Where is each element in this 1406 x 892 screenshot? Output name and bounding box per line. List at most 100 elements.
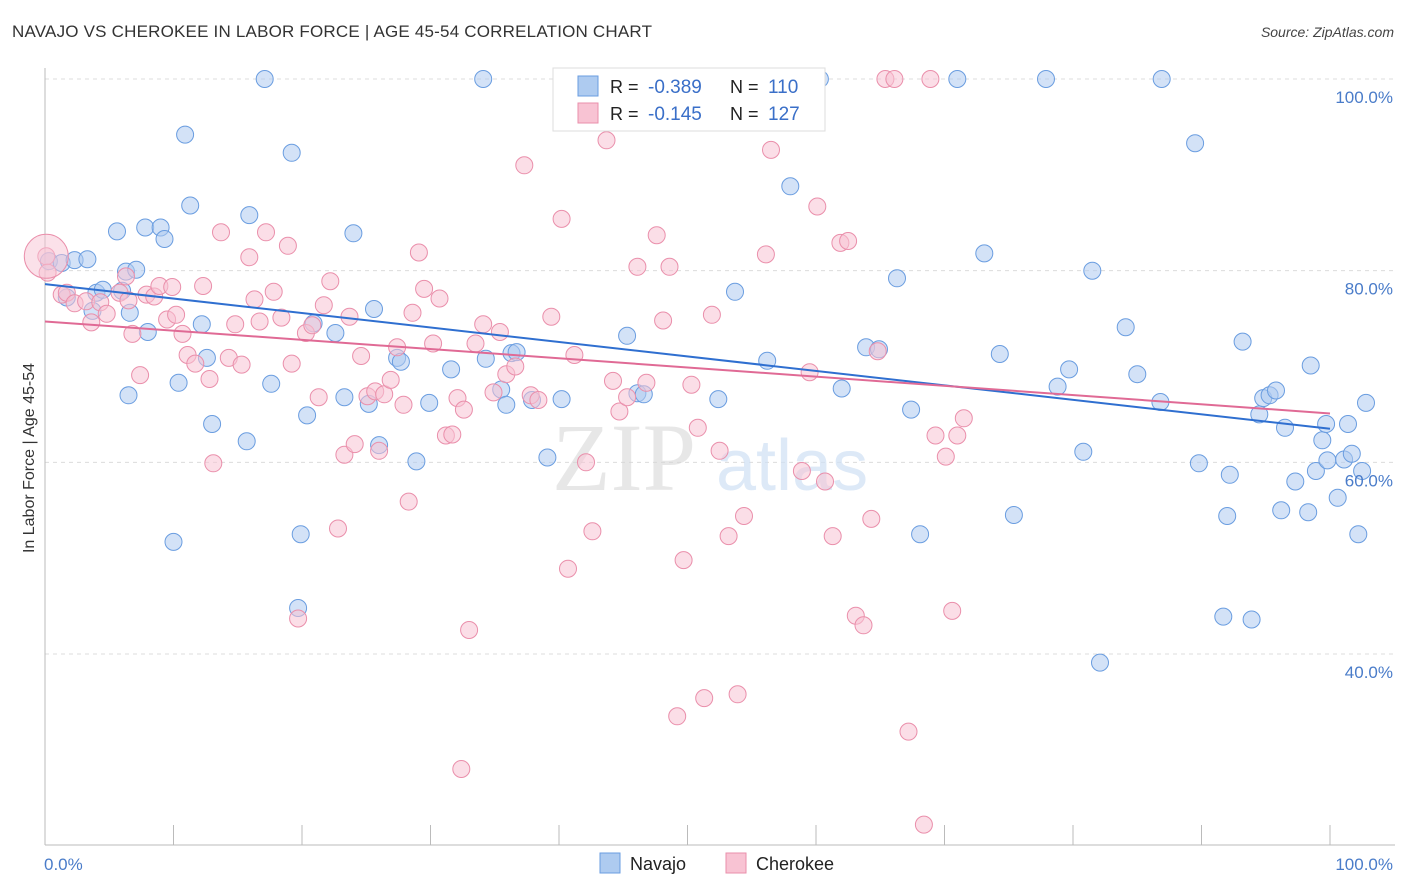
- navajo-point: [192, 315, 211, 334]
- navajo-point: [237, 432, 256, 451]
- navajo-point: [1267, 381, 1285, 400]
- navajo-point: [1353, 462, 1372, 480]
- cherokee-point: [529, 391, 548, 409]
- navajo-point: [282, 143, 301, 162]
- cherokee-point: [936, 447, 955, 466]
- cherokee-point: [212, 223, 230, 242]
- navajo-point: [1299, 503, 1318, 522]
- navajo-point: [1083, 261, 1102, 280]
- cherokee-point: [552, 209, 571, 228]
- navajo-point: [1037, 70, 1055, 88]
- cherokee-point: [272, 308, 291, 327]
- cherokee-point: [278, 236, 297, 255]
- cherokee-point: [637, 373, 656, 392]
- cherokee-point: [808, 197, 827, 216]
- navajo-point: [1342, 444, 1361, 463]
- navajo-point: [781, 177, 800, 196]
- cherokee-point: [194, 277, 213, 295]
- cherokee-point: [943, 601, 962, 620]
- navajo-point: [1074, 442, 1093, 461]
- cherokee-point: [762, 140, 780, 159]
- cherokee-point: [618, 388, 637, 407]
- cherokee-point: [245, 290, 264, 309]
- navajo-point: [442, 360, 461, 379]
- legend: R = -0.389 N = 110 R = -0.145 N = 127: [552, 67, 826, 132]
- navajo-point: [365, 300, 383, 318]
- cherokee-point: [735, 507, 753, 525]
- navajo-trend-line: [44, 283, 1331, 430]
- y-axis-title: In Labor Force | Age 45-54: [21, 363, 38, 553]
- cherokee-point: [688, 418, 707, 437]
- watermark-zip: ZIP: [552, 404, 696, 511]
- cherokee-point: [885, 70, 904, 88]
- navajo-point: [203, 415, 222, 433]
- navajo-point: [1060, 360, 1079, 379]
- navajo-point: [1357, 393, 1375, 412]
- cherokee-point: [200, 370, 219, 388]
- cherokee-point: [167, 305, 186, 324]
- cherokee-point: [409, 243, 428, 262]
- navajo-point: [326, 324, 345, 342]
- cherokee-point: [123, 324, 142, 343]
- navajo-point: [181, 196, 200, 215]
- navajo-point: [1214, 607, 1233, 626]
- navajo-point: [262, 374, 281, 393]
- cherokee-point: [484, 383, 503, 402]
- cherokee-point: [674, 551, 693, 570]
- cherokee-point: [792, 462, 811, 480]
- cherokee-point: [756, 245, 775, 264]
- y-tick-label-60: 60.0%: [1345, 471, 1393, 490]
- navajo-point: [726, 282, 744, 301]
- cherokee-point: [321, 272, 340, 291]
- cherokee-point: [226, 315, 245, 334]
- navajo-point: [1317, 415, 1336, 433]
- trend-lines: [44, 283, 1331, 430]
- cherokee-point: [628, 257, 647, 276]
- cherokee-point: [119, 291, 138, 310]
- cherokee-point: [926, 426, 945, 445]
- bottom-legend-cherokee-label: Cherokee: [756, 854, 834, 874]
- navajo-point: [1048, 377, 1067, 396]
- navajo-point: [1233, 332, 1252, 351]
- cherokee-point: [816, 472, 834, 491]
- navajo-point: [1318, 451, 1337, 470]
- navajo-point: [138, 323, 157, 341]
- cherokee-point: [474, 315, 493, 334]
- cherokee-point: [82, 313, 101, 332]
- cherokee-point: [914, 815, 933, 834]
- cherokee-point: [466, 334, 485, 353]
- navajo-point: [1276, 418, 1294, 437]
- bottom-legend-navajo-label: Navajo: [630, 854, 686, 874]
- legend-cherokee-r-label: R =: [610, 104, 639, 124]
- cherokee-point: [719, 527, 738, 546]
- cherokee-point: [954, 409, 973, 428]
- navajo-point: [1004, 506, 1023, 524]
- navajo-point: [407, 452, 426, 471]
- cherokee-trend-line: [44, 320, 1331, 415]
- cherokee-point: [403, 303, 422, 322]
- legend-cherokee-swatch: [577, 102, 599, 124]
- cherokee-point: [868, 342, 887, 361]
- navajo-point: [1301, 356, 1320, 375]
- cherokee-point: [660, 257, 679, 276]
- cherokee-point: [515, 156, 534, 175]
- legend-cherokee-n-value: 127: [768, 104, 800, 125]
- x-tick-label-0: 0.0%: [44, 855, 83, 874]
- cherokee-point-large: [23, 233, 69, 279]
- cherokee-point: [314, 296, 333, 315]
- cherokee-point: [899, 722, 918, 741]
- cherokee-point: [282, 354, 301, 373]
- chart-title: NAVAJO VS CHEROKEE IN LABOR FORCE | AGE …: [12, 22, 653, 41]
- navajo-point: [335, 388, 354, 407]
- x-tick-label-100: 100.0%: [1335, 855, 1393, 874]
- data-points: [23, 70, 1375, 834]
- cherokee-point: [415, 279, 434, 298]
- navajo-point: [948, 70, 967, 88]
- cherokee-point: [443, 425, 462, 444]
- legend-navajo-n-value: 110: [768, 77, 798, 98]
- cherokee-point: [257, 223, 275, 242]
- cherokee-point: [577, 453, 595, 472]
- navajo-point: [155, 230, 174, 248]
- navajo-point: [119, 386, 138, 405]
